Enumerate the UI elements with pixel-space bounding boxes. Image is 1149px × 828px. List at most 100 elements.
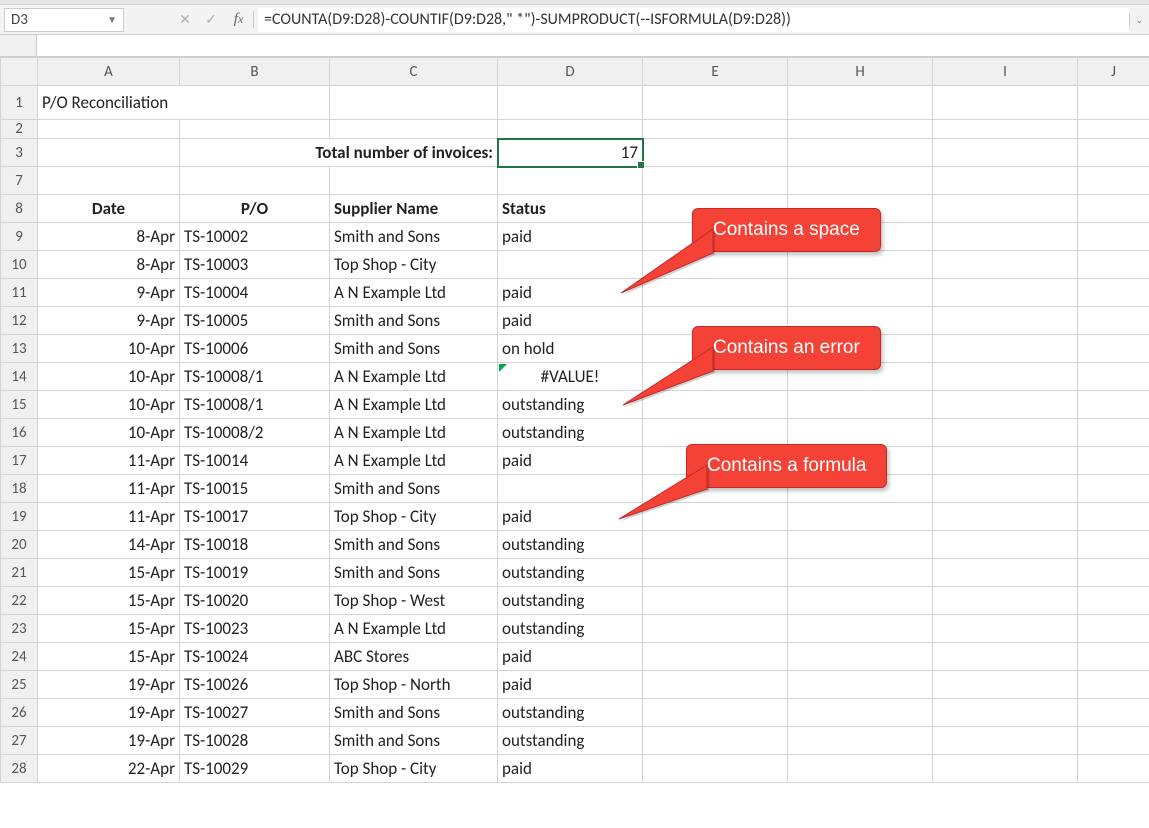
- row-header[interactable]: 16: [1, 419, 38, 447]
- cell-date[interactable]: 15-Apr: [38, 643, 180, 671]
- cell-date[interactable]: 19-Apr: [38, 727, 180, 755]
- cell-date[interactable]: 11-Apr: [38, 475, 180, 503]
- cell-status[interactable]: paid: [498, 279, 643, 307]
- cell-po[interactable]: TS-10002: [180, 223, 330, 251]
- cell-date[interactable]: 10-Apr: [38, 335, 180, 363]
- cell[interactable]: [643, 643, 788, 671]
- row-header[interactable]: 23: [1, 615, 38, 643]
- cell-status[interactable]: outstanding: [498, 699, 643, 727]
- col-header-I[interactable]: I: [933, 58, 1078, 86]
- cell[interactable]: [933, 195, 1078, 223]
- col-header-A[interactable]: A: [38, 58, 180, 86]
- cell[interactable]: [788, 615, 933, 643]
- cell-status[interactable]: outstanding: [498, 615, 643, 643]
- cell[interactable]: [1078, 251, 1149, 279]
- cell[interactable]: [643, 587, 788, 615]
- cell-date[interactable]: 19-Apr: [38, 699, 180, 727]
- cell-status[interactable]: paid: [498, 755, 643, 783]
- cell[interactable]: [330, 86, 498, 120]
- row-header[interactable]: 26: [1, 699, 38, 727]
- cell[interactable]: [180, 120, 330, 139]
- cell-po[interactable]: TS-10029: [180, 755, 330, 783]
- cell[interactable]: [643, 615, 788, 643]
- cell-date[interactable]: 14-Apr: [38, 531, 180, 559]
- cell-supplier[interactable]: A N Example Ltd: [330, 279, 498, 307]
- cell[interactable]: [933, 447, 1078, 475]
- hdr-date[interactable]: Date: [38, 195, 180, 223]
- cell-supplier[interactable]: Top Shop - City: [330, 755, 498, 783]
- cell[interactable]: [788, 251, 933, 279]
- cell-date[interactable]: 15-Apr: [38, 559, 180, 587]
- cell[interactable]: [788, 531, 933, 559]
- row-header[interactable]: 7: [1, 167, 38, 195]
- cell-po[interactable]: TS-10008/1: [180, 363, 330, 391]
- cell-supplier[interactable]: Top Shop - City: [330, 251, 498, 279]
- cell[interactable]: [788, 391, 933, 419]
- cell[interactable]: [1078, 335, 1149, 363]
- hdr-po[interactable]: P/O: [180, 195, 330, 223]
- cell[interactable]: [933, 755, 1078, 783]
- cell[interactable]: [1078, 363, 1149, 391]
- row-header[interactable]: 21: [1, 559, 38, 587]
- cell-po[interactable]: TS-10026: [180, 671, 330, 699]
- hdr-status[interactable]: Status: [498, 195, 643, 223]
- cell-date[interactable]: 19-Apr: [38, 671, 180, 699]
- cell[interactable]: [788, 699, 933, 727]
- cancel-icon[interactable]: ✕: [172, 11, 198, 28]
- cell[interactable]: [933, 503, 1078, 531]
- cell[interactable]: [933, 475, 1078, 503]
- cell[interactable]: [498, 120, 643, 139]
- cell[interactable]: [1078, 223, 1149, 251]
- cell-status[interactable]: paid: [498, 447, 643, 475]
- row-header[interactable]: 13: [1, 335, 38, 363]
- cell-status[interactable]: outstanding: [498, 727, 643, 755]
- cell[interactable]: [1078, 699, 1149, 727]
- cell[interactable]: [643, 559, 788, 587]
- row-header[interactable]: 28: [1, 755, 38, 783]
- cell[interactable]: [1078, 559, 1149, 587]
- cell-status[interactable]: outstanding: [498, 559, 643, 587]
- cell[interactable]: [38, 167, 180, 195]
- cell[interactable]: [643, 139, 788, 167]
- grid[interactable]: A B C D E H I J 1 P/O Reconciliation 2 3…: [0, 57, 1149, 783]
- cell-status[interactable]: on hold: [498, 335, 643, 363]
- cell[interactable]: [933, 223, 1078, 251]
- cell[interactable]: [1078, 503, 1149, 531]
- col-header-C[interactable]: C: [330, 58, 498, 86]
- cell-supplier[interactable]: Top Shop - North: [330, 671, 498, 699]
- cell-supplier[interactable]: Smith and Sons: [330, 223, 498, 251]
- cell[interactable]: [643, 391, 788, 419]
- cell-supplier[interactable]: Top Shop - City: [330, 503, 498, 531]
- cell-D3-selected[interactable]: 17: [498, 139, 643, 167]
- cell-po[interactable]: TS-10008/2: [180, 419, 330, 447]
- cell-supplier[interactable]: Smith and Sons: [330, 475, 498, 503]
- cell[interactable]: [933, 335, 1078, 363]
- cell[interactable]: [788, 279, 933, 307]
- cell-date[interactable]: 11-Apr: [38, 447, 180, 475]
- cell-status[interactable]: [498, 251, 643, 279]
- cell[interactable]: [643, 531, 788, 559]
- cell-status[interactable]: paid: [498, 223, 643, 251]
- cell-date[interactable]: 11-Apr: [38, 503, 180, 531]
- cell-po[interactable]: TS-10023: [180, 615, 330, 643]
- row-header[interactable]: 27: [1, 727, 38, 755]
- cell[interactable]: [933, 671, 1078, 699]
- cell[interactable]: [788, 86, 933, 120]
- cell-status[interactable]: paid: [498, 503, 643, 531]
- title-cell[interactable]: P/O Reconciliation: [38, 86, 330, 120]
- cell[interactable]: [933, 615, 1078, 643]
- cell-status[interactable]: outstanding: [498, 587, 643, 615]
- cell-supplier[interactable]: A N Example Ltd: [330, 615, 498, 643]
- cell[interactable]: [933, 643, 1078, 671]
- cell[interactable]: [933, 699, 1078, 727]
- cell[interactable]: [643, 503, 788, 531]
- cell-date[interactable]: 10-Apr: [38, 419, 180, 447]
- cell[interactable]: [1078, 279, 1149, 307]
- cell-supplier[interactable]: Smith and Sons: [330, 727, 498, 755]
- cell[interactable]: [1078, 86, 1149, 120]
- cell-po[interactable]: TS-10018: [180, 531, 330, 559]
- cell-po[interactable]: TS-10003: [180, 251, 330, 279]
- cell[interactable]: [933, 727, 1078, 755]
- cell[interactable]: [788, 755, 933, 783]
- row-header[interactable]: 12: [1, 307, 38, 335]
